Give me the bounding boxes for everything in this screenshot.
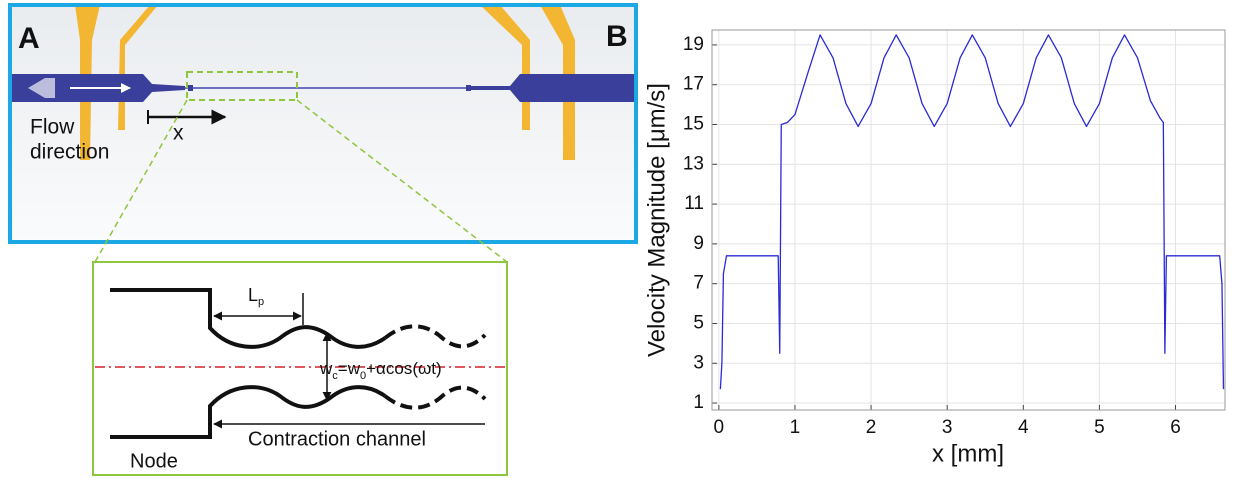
x-label: x <box>173 122 184 145</box>
device-photo <box>8 3 638 244</box>
data-line <box>719 34 1225 390</box>
zoom-diagram <box>92 99 508 476</box>
y-tick-label: 13 <box>683 153 704 174</box>
x-tick-label: 0 <box>714 417 725 438</box>
y-tick-label: 1 <box>693 392 704 413</box>
x-tick-label: 4 <box>1018 417 1029 438</box>
panel-label: A <box>18 22 40 55</box>
flow-label: Flow <box>30 116 75 139</box>
plot-frame <box>711 29 1226 411</box>
y-tick-label: 15 <box>683 114 704 135</box>
y-tick-label: 7 <box>693 273 704 294</box>
y-tick-label: 3 <box>693 352 704 373</box>
plot-background <box>712 30 1225 410</box>
width-formula: wc=w0+αcos(ωt) <box>319 359 442 381</box>
formula-part: w <box>319 359 333 378</box>
channel-label: Contraction channel <box>248 428 426 450</box>
x-axis-label: x [mm] <box>932 440 1004 467</box>
y-tick-label: 5 <box>693 312 704 333</box>
x-tick-label: 2 <box>866 417 877 438</box>
flow-label: direction <box>30 141 109 164</box>
panel-label: B <box>606 20 628 53</box>
node-label: Node <box>130 450 178 472</box>
formula-subscript: 0 <box>360 370 366 382</box>
x-tick-label: 3 <box>942 417 953 438</box>
period-label: Lp <box>248 285 264 308</box>
y-axis-label: Velocity Magnitude [μm/s] <box>643 83 670 357</box>
y-tick-label: 19 <box>683 34 704 55</box>
x-tick-label: 6 <box>1170 417 1181 438</box>
period-symbol: L <box>248 285 258 305</box>
y-tick-label: 11 <box>684 193 704 214</box>
y-tick-label: 9 <box>693 233 704 254</box>
x-tick-label: 1 <box>790 417 801 438</box>
y-tick-label: 17 <box>683 74 704 95</box>
formula-subscript: c <box>332 370 338 382</box>
formula-part: +αcos(ωt) <box>366 359 442 378</box>
x-tick-label: 5 <box>1094 417 1105 438</box>
period-subscript: p <box>258 296 264 308</box>
formula-part: =w <box>338 359 361 378</box>
